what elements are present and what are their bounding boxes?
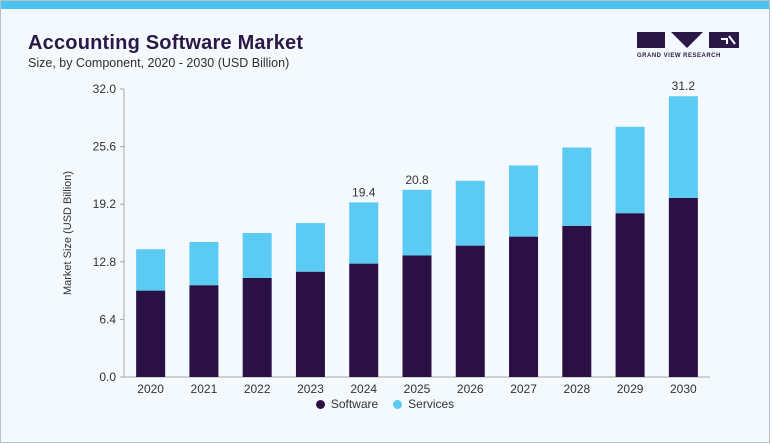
x-tick-label: 2023 [297,382,324,396]
chart-legend: Software Services [0,397,770,411]
services-legend-swatch-icon [393,399,403,409]
legend-label-software: Software [330,397,379,411]
bar-services-2021 [189,242,219,286]
bar-services-2025 [402,189,432,256]
data-label-2025: 20.8 [405,173,429,187]
legend-label-services: Services [408,397,455,411]
x-tick-label: 2026 [457,382,484,396]
x-tick-label: 2029 [617,382,644,396]
x-tick-label: 2022 [244,382,271,396]
bar-services-2029 [615,126,645,214]
software-legend-swatch-icon [315,399,325,409]
bar-software-2027 [509,236,539,377]
x-tick-label: 2024 [350,382,377,396]
bar-software-2023 [295,271,325,377]
chart-subtitle: Size, by Component, 2020 - 2030 (USD Bil… [28,56,290,70]
bar-software-2021 [189,285,219,377]
y-axis-label: Market Size (USD Billion) [62,171,74,295]
data-label-2024: 19.4 [352,185,376,199]
bar-software-2022 [242,278,272,377]
bar-software-2030 [668,197,698,377]
bar-services-2023 [295,223,325,272]
y-tick-label: 19.2 [93,197,117,211]
bar-software-2024 [349,263,379,377]
grand-view-research-logo-icon [637,32,739,48]
bar-services-2024 [349,202,379,264]
x-tick-label: 2027 [510,382,537,396]
bar-services-2022 [242,233,272,278]
bar-software-2028 [562,225,592,377]
chart-title: Accounting Software Market [28,32,304,54]
legend-item-software: Software [315,397,379,411]
y-tick-label: 32.0 [93,82,117,96]
bar-services-2028 [562,147,592,226]
bar-software-2026 [455,245,485,377]
bar-software-2025 [402,255,432,377]
x-tick-label: 2028 [563,382,590,396]
x-tick-label: 2020 [137,382,164,396]
bar-services-2030 [668,96,698,198]
data-label-2030: 31.2 [672,79,696,93]
bar-services-2020 [136,249,166,291]
y-tick-label: 6.4 [99,312,116,326]
y-tick-label: 12.8 [93,255,117,269]
bar-software-2020 [136,290,166,377]
y-tick-label: 0.0 [99,370,116,384]
legend-item-services: Services [393,397,454,411]
y-tick-label: 25.6 [93,140,117,154]
top-accent-strip [1,1,769,9]
x-tick-label: 2025 [404,382,431,396]
bar-services-2026 [455,180,485,246]
x-tick-label: 2030 [670,382,697,396]
brand-name: GRAND VIEW RESEARCH [637,53,721,59]
x-tick-label: 2021 [191,382,218,396]
bar-services-2027 [509,165,539,237]
bar-software-2029 [615,213,645,377]
